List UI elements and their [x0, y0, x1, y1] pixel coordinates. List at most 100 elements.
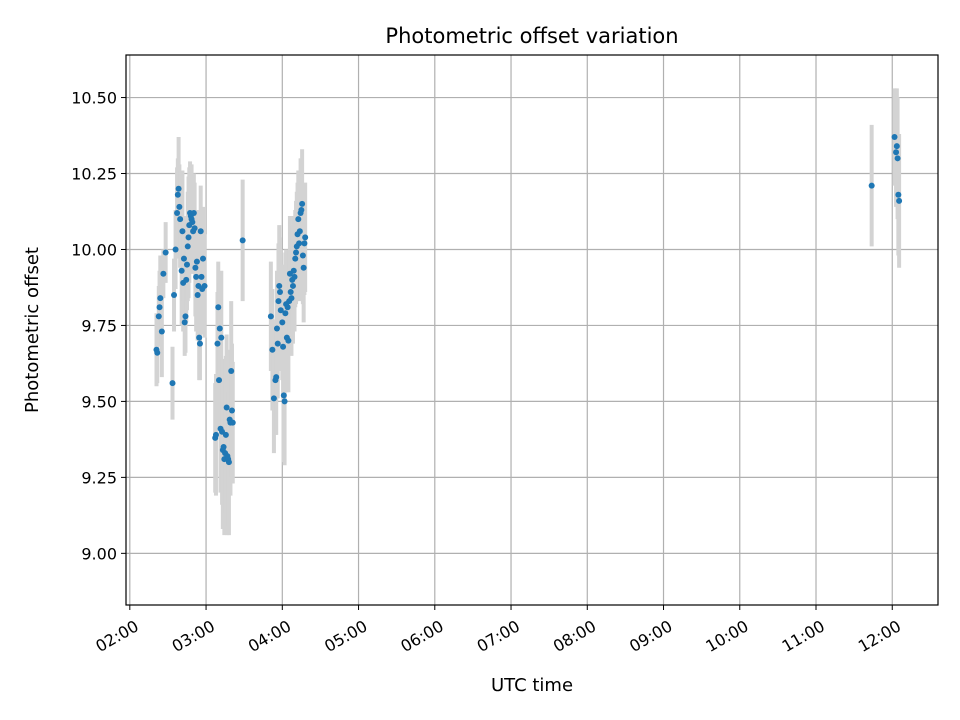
grid — [126, 55, 938, 605]
data-point — [228, 368, 235, 375]
y-tick-label: 10.50 — [71, 89, 117, 108]
data-point — [893, 149, 900, 156]
data-point — [156, 304, 163, 311]
data-point — [218, 334, 225, 341]
data-point — [182, 313, 189, 320]
y-tick-label: 9.25 — [81, 468, 117, 487]
data-point — [277, 307, 284, 314]
data-point — [216, 377, 223, 384]
data-point — [157, 295, 164, 302]
data-point — [281, 398, 288, 405]
data-point — [200, 255, 207, 262]
data-point — [289, 282, 296, 289]
data-point — [212, 431, 219, 438]
data-point — [868, 182, 875, 189]
data-point — [299, 252, 306, 259]
data-point — [184, 243, 191, 250]
data-point — [273, 325, 280, 332]
y-axis-ticks: 9.00 9.25 9.50 9.75 10.00 10.25 10.50 — [71, 89, 126, 563]
y-tick-label: 9.00 — [81, 544, 117, 563]
data-point — [220, 443, 227, 450]
data-point — [288, 295, 295, 302]
data-point — [193, 273, 200, 280]
data-point — [177, 216, 184, 223]
data-point — [267, 313, 274, 320]
data-point — [301, 240, 308, 247]
data-point — [176, 203, 183, 210]
data-point — [895, 191, 902, 198]
data-point — [215, 304, 222, 311]
data-point — [162, 249, 169, 256]
data-point — [174, 210, 181, 217]
data-point — [285, 337, 292, 344]
data-point — [194, 292, 201, 299]
data-point — [175, 185, 182, 192]
data-point — [300, 264, 307, 271]
data-point — [293, 249, 300, 256]
data-point — [295, 216, 302, 223]
data-point — [183, 261, 190, 268]
data-point — [239, 237, 246, 244]
data-point — [178, 267, 185, 274]
data-point — [160, 270, 167, 277]
data-point — [276, 282, 283, 289]
y-tick-label: 9.50 — [81, 392, 117, 411]
data-point — [274, 340, 281, 347]
data-point — [179, 228, 186, 235]
data-point — [172, 246, 179, 253]
data-point — [894, 155, 901, 162]
data-point — [158, 328, 165, 335]
data-point — [273, 374, 280, 381]
data-point — [181, 319, 188, 326]
data-point — [270, 395, 277, 402]
data-point — [193, 258, 200, 265]
data-point — [277, 289, 284, 296]
data-point — [191, 225, 198, 232]
data-point — [280, 343, 287, 350]
data-point — [292, 255, 299, 262]
data-point — [290, 267, 297, 274]
data-point — [192, 264, 199, 271]
data-point — [174, 191, 181, 198]
data-point — [298, 206, 305, 213]
data-point — [280, 392, 287, 399]
y-tick-label: 10.25 — [71, 165, 117, 184]
data-point — [893, 143, 900, 150]
data-point — [299, 200, 306, 207]
data-point — [201, 282, 208, 289]
data-point — [155, 313, 162, 320]
data-point — [190, 210, 197, 217]
data-point — [229, 419, 236, 426]
data-point — [287, 289, 294, 296]
plot-frame — [125, 54, 939, 606]
data-point — [197, 228, 204, 235]
data-point — [171, 292, 178, 299]
data-point — [282, 310, 289, 317]
data-point — [275, 298, 282, 305]
data-point — [196, 334, 203, 341]
data-point — [189, 219, 196, 226]
data-point — [291, 273, 298, 280]
data-point — [198, 273, 205, 280]
data-point — [225, 459, 232, 466]
data-point — [196, 340, 203, 347]
data-point — [228, 407, 235, 414]
data-point — [222, 431, 229, 438]
data-point — [891, 134, 898, 141]
y-tick-label: 10.00 — [71, 240, 117, 259]
y-tick-label: 9.75 — [81, 316, 117, 335]
data-point — [896, 197, 903, 204]
data-point — [214, 340, 221, 347]
chart-title: Photometric offset variation — [385, 24, 678, 48]
data-points — [153, 134, 903, 466]
data-point — [185, 234, 192, 241]
data-point — [223, 404, 230, 411]
data-point — [216, 325, 223, 332]
data-point — [169, 380, 176, 387]
data-point — [296, 240, 303, 247]
data-point — [296, 228, 303, 235]
data-point — [180, 255, 187, 262]
data-point — [183, 276, 190, 283]
x-axis-label: UTC time — [491, 675, 573, 696]
